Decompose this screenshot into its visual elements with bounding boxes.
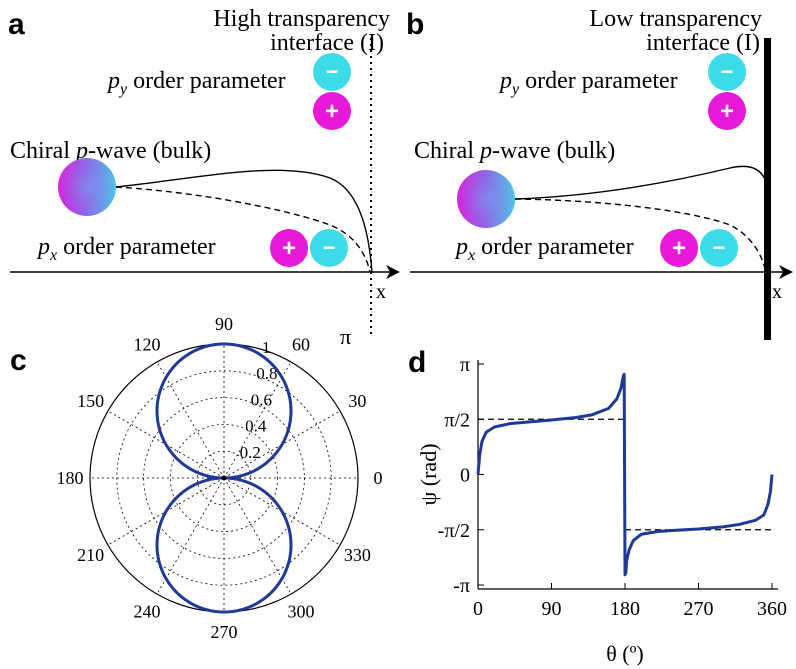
polar-angle-label: 0 <box>374 468 383 488</box>
panel-a-title-line1: High transparency <box>213 6 390 32</box>
polar-spoke <box>156 361 225 479</box>
panel-b-dashed-curve <box>514 198 767 273</box>
svg-text:+: + <box>672 235 686 262</box>
polar-angle-label: 240 <box>134 601 161 621</box>
polar-angle-label: 90 <box>215 314 233 334</box>
polar-radial-label: 0.2 <box>240 443 261 462</box>
panel-b-title-line2: interface (I) <box>646 30 760 56</box>
panel-b-axis-label: x <box>772 281 782 303</box>
panel-a-py-minus-icon: − <box>313 53 351 91</box>
polar-angle-label: 60 <box>292 335 310 355</box>
panel-a-px-label: px order parameter <box>36 234 216 264</box>
panel-a-bulk-icon <box>58 158 116 216</box>
line-x-tick-label: 90 <box>542 598 562 620</box>
svg-text:−: − <box>326 59 339 84</box>
svg-text:+: + <box>282 235 296 262</box>
panel-a-py-label: py order parameter <box>106 68 286 98</box>
svg-text:−: − <box>713 235 726 260</box>
line-x-axis-label: θ (º) <box>606 641 644 666</box>
polar-radial-label: 0.6 <box>251 390 272 409</box>
panel-a: a High transparency interface (I) py ord… <box>8 6 400 336</box>
panel-a-letter: a <box>8 8 25 41</box>
line-y-tick-label: -π/2 <box>438 520 470 542</box>
panel-a-axis-label: x <box>376 281 386 303</box>
panel-b-title-line1: Low transparency <box>589 6 762 32</box>
panel-b-py-minus-icon: − <box>708 53 746 91</box>
polar-ring <box>116 370 332 586</box>
line-y-tick-label: 0 <box>460 465 470 487</box>
panel-c: c π 0 30 60 90 120 150 180 210 240 270 300 330 0.2 0.… <box>10 314 383 642</box>
panel-b: b Low transparency interface (I) py orde… <box>406 6 793 340</box>
panel-a-axis-arrow-icon <box>386 265 400 279</box>
panel-b-axis-arrow-icon <box>779 265 793 279</box>
panel-b-letter: b <box>406 8 424 41</box>
panel-b-py-label: py order parameter <box>498 68 678 98</box>
polar-angle-label: 180 <box>57 468 84 488</box>
polar-center-point <box>221 475 227 481</box>
panel-a-px-minus-icon: − <box>310 229 348 267</box>
panel-b-bulk-icon <box>457 170 515 228</box>
panel-a-title-line2: interface (I) <box>270 30 384 56</box>
panel-c-pi-label: π <box>340 324 351 349</box>
line-y-tick-label: π/2 <box>444 409 470 431</box>
polar-angle-label: 210 <box>77 545 104 565</box>
panel-b-px-plus-icon: + <box>660 229 698 267</box>
line-y-tick-label: π <box>460 354 470 376</box>
polar-angle-label: 270 <box>211 622 238 642</box>
panel-c-letter: c <box>10 344 27 377</box>
polar-spoke <box>223 477 292 595</box>
polar-chart: 0 30 60 90 120 150 180 210 240 270 300 330 0.2 0.4 0.6… <box>57 314 383 642</box>
polar-spoke <box>223 361 292 479</box>
panel-a-solid-curve <box>115 169 373 273</box>
panel-a-py-plus-icon: + <box>313 92 351 130</box>
panel-b-py-plus-icon: + <box>708 92 746 130</box>
panel-a-dashed-curve <box>115 186 371 273</box>
panel-b-px-minus-icon: − <box>700 229 738 267</box>
polar-radial-label: 1 <box>262 338 271 357</box>
line-series-curve <box>476 372 774 577</box>
panel-b-px-label: px order parameter <box>454 234 634 264</box>
line-y-tick-label: -π <box>453 575 470 597</box>
panel-b-bulk-label: Chiral p-wave (bulk) <box>414 138 615 164</box>
panel-a-px-plus-icon: + <box>270 229 308 267</box>
panel-b-interface-wall <box>764 38 771 340</box>
svg-text:+: + <box>325 98 339 125</box>
polar-angle-label: 120 <box>134 335 161 355</box>
polar-radial-label: 0.8 <box>256 364 277 383</box>
polar-angle-label: 300 <box>288 601 315 621</box>
line-x-tick-label: 180 <box>610 598 640 620</box>
polar-angle-label: 330 <box>344 545 371 565</box>
polar-ring <box>169 423 278 532</box>
panel-b-solid-curve <box>514 165 767 200</box>
polar-radial-label: 0.4 <box>245 417 267 436</box>
panel-d-letter: d <box>408 346 426 379</box>
line-y-axis-label: ψ (rad) <box>416 443 441 505</box>
polar-spoke <box>156 477 225 595</box>
polar-angle-label: 150 <box>77 391 104 411</box>
line-x-tick-label: 0 <box>473 598 483 620</box>
line-x-tick-label: 270 <box>684 598 714 620</box>
svg-text:−: − <box>323 235 336 260</box>
svg-text:+: + <box>720 98 734 125</box>
line-x-tick-label: 360 <box>757 598 787 620</box>
svg-text:−: − <box>721 59 734 84</box>
polar-angle-label: 30 <box>348 391 366 411</box>
panel-a-bulk-label: Chiral p-wave (bulk) <box>10 138 211 164</box>
